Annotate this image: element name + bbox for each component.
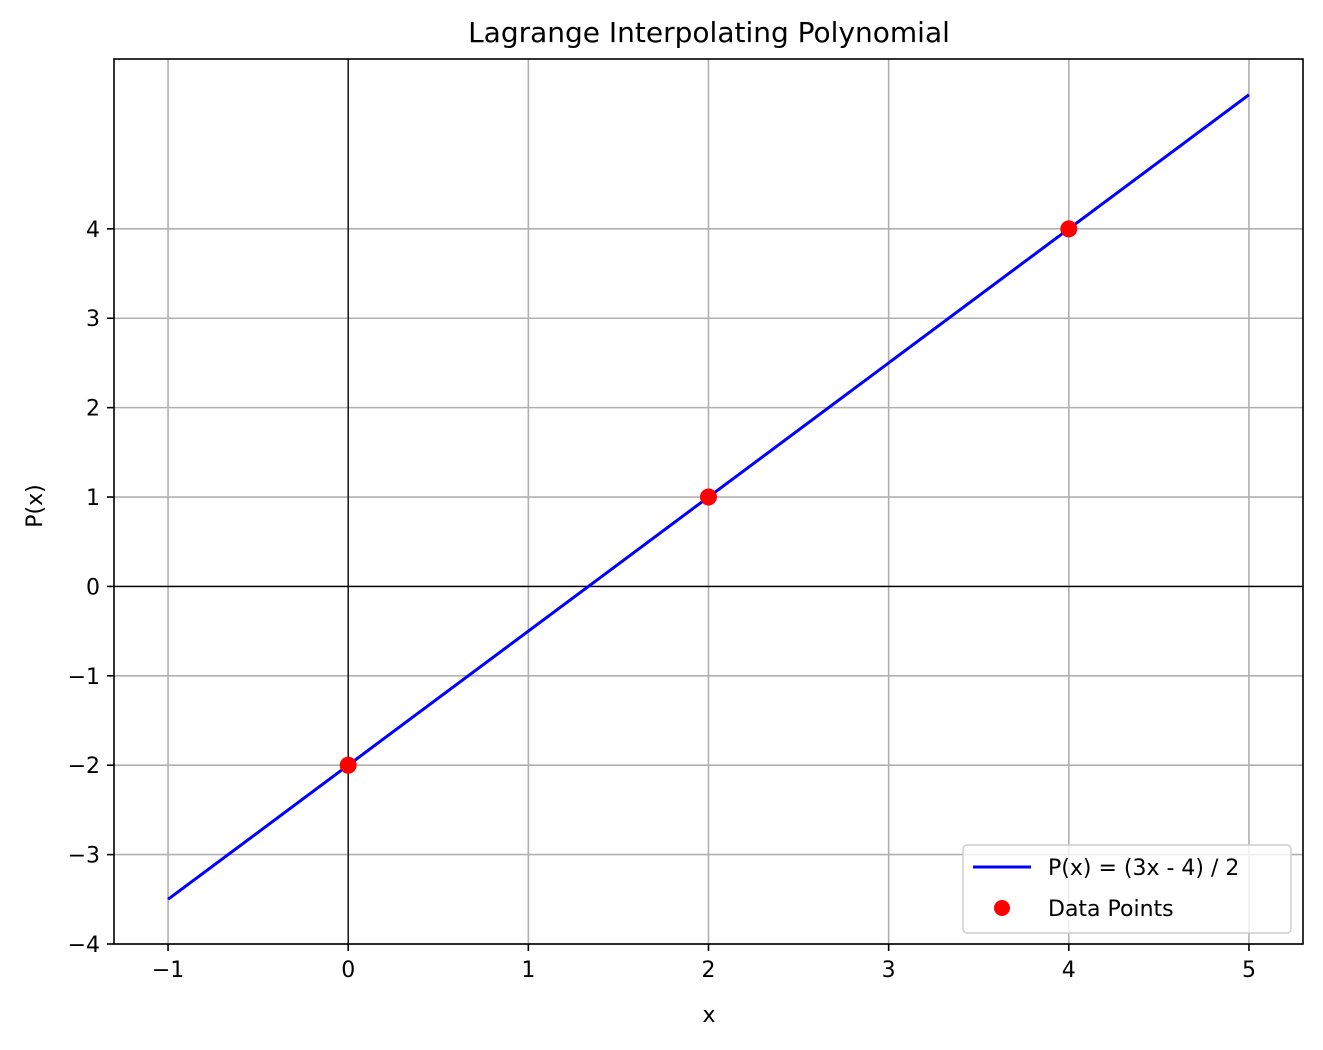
x-tick-label: 3	[882, 958, 896, 983]
y-tick-label: 4	[86, 218, 100, 243]
series-layer	[167, 93, 1250, 901]
x-tick-label: −1	[152, 958, 184, 983]
x-tick-label: 1	[521, 958, 535, 983]
data-point	[339, 756, 357, 774]
x-tick-label: 5	[1242, 958, 1256, 983]
y-tick-label: 1	[86, 486, 100, 511]
y-tick-label: −1	[68, 665, 100, 690]
chart-title: Lagrange Interpolating Polynomial	[468, 16, 950, 49]
legend-box	[962, 844, 1292, 934]
y-axis-label: P(x)	[23, 484, 48, 527]
y-tick-label: −4	[68, 933, 100, 958]
y-tick-label: 0	[86, 575, 100, 600]
y-axis-ticks: −4 −3 −2 −1 0 1 2 3 4	[68, 218, 114, 958]
zero-axis-lines	[114, 59, 1303, 944]
data-point	[700, 488, 717, 506]
y-tick-label: −3	[68, 844, 100, 869]
x-axis-ticks: −1 0 1 2 3 4 5	[152, 944, 1256, 983]
x-tick-label: 4	[1062, 958, 1076, 983]
data-point	[1060, 220, 1078, 238]
x-axis-label: x	[702, 1003, 715, 1028]
legend: P(x) = (3x - 4) / 2 Data Points	[962, 844, 1292, 934]
legend-dot-swatch	[994, 900, 1010, 916]
x-tick-label: 2	[702, 958, 716, 983]
x-tick-label: 0	[341, 958, 355, 983]
y-tick-label: 2	[86, 397, 100, 422]
legend-dot-label: Data Points	[1048, 897, 1174, 922]
y-tick-label: −2	[68, 754, 100, 779]
legend-line-label: P(x) = (3x - 4) / 2	[1048, 856, 1239, 881]
y-tick-label: 3	[86, 307, 100, 332]
